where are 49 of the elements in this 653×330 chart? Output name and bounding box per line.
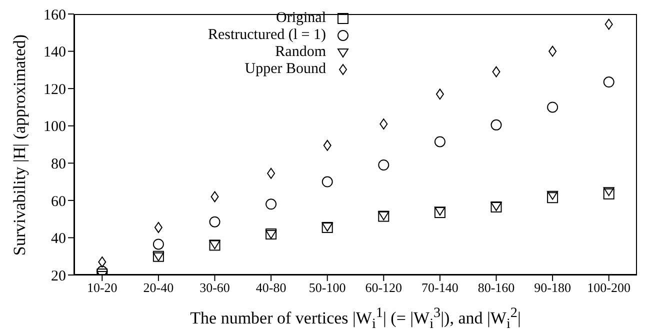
point [492,66,500,78]
point [434,206,446,216]
point [380,118,388,130]
point [323,140,332,151]
x-tick-label: 70-140 [422,280,458,296]
x-tick-label: 100-200 [587,280,631,296]
point [434,136,446,148]
point [378,160,390,171]
y-tick-label: 140 [44,44,66,61]
x-tick-label: 20-40 [143,280,174,296]
y-tick-label: 20 [51,268,66,284]
point [603,187,614,196]
x-tick-label: 30-60 [200,280,230,296]
legend-label: Upper Bound [244,61,326,78]
legend-label: Original [276,10,326,27]
x-tick-label: 50-100 [308,280,346,296]
y-tick-label: 100 [44,119,66,136]
point [547,102,558,113]
x-tick-label: 80-160 [478,280,515,296]
point [547,190,558,200]
point [266,198,277,210]
x-tick-label: 40-80 [256,280,286,296]
point [548,46,557,57]
point [98,256,106,268]
point [436,88,444,100]
legend-label: Restructured (l = 1) [208,27,326,44]
point [154,222,162,233]
y-tick-label: 80 [51,156,66,172]
point [267,168,276,179]
x-tick-label: 10-20 [86,280,118,296]
point [322,176,333,188]
point [603,188,614,200]
y-tick-label: 120 [44,82,66,98]
point [210,191,219,202]
legend-label: Random [275,44,326,61]
y-tick-label: 160 [44,7,66,24]
y-tick-label: 60 [51,194,66,210]
text: The number of vertices |W$_{i}$$^{1}$| (= |W$_{i}$$^{3}$|), and |W$_{i}$$^{2}$| [190,305,521,330]
x-tick-label: 60-120 [365,280,402,296]
point [547,192,558,204]
point [152,238,164,250]
point [434,207,446,218]
point [209,216,220,228]
point [603,76,614,88]
point [604,18,613,30]
y-tick-label: 40 [51,231,66,248]
x-tick-label: 90-180 [534,280,571,296]
point [490,119,502,130]
y-axis-title: Survivability |H| (approximated) [10,34,30,256]
